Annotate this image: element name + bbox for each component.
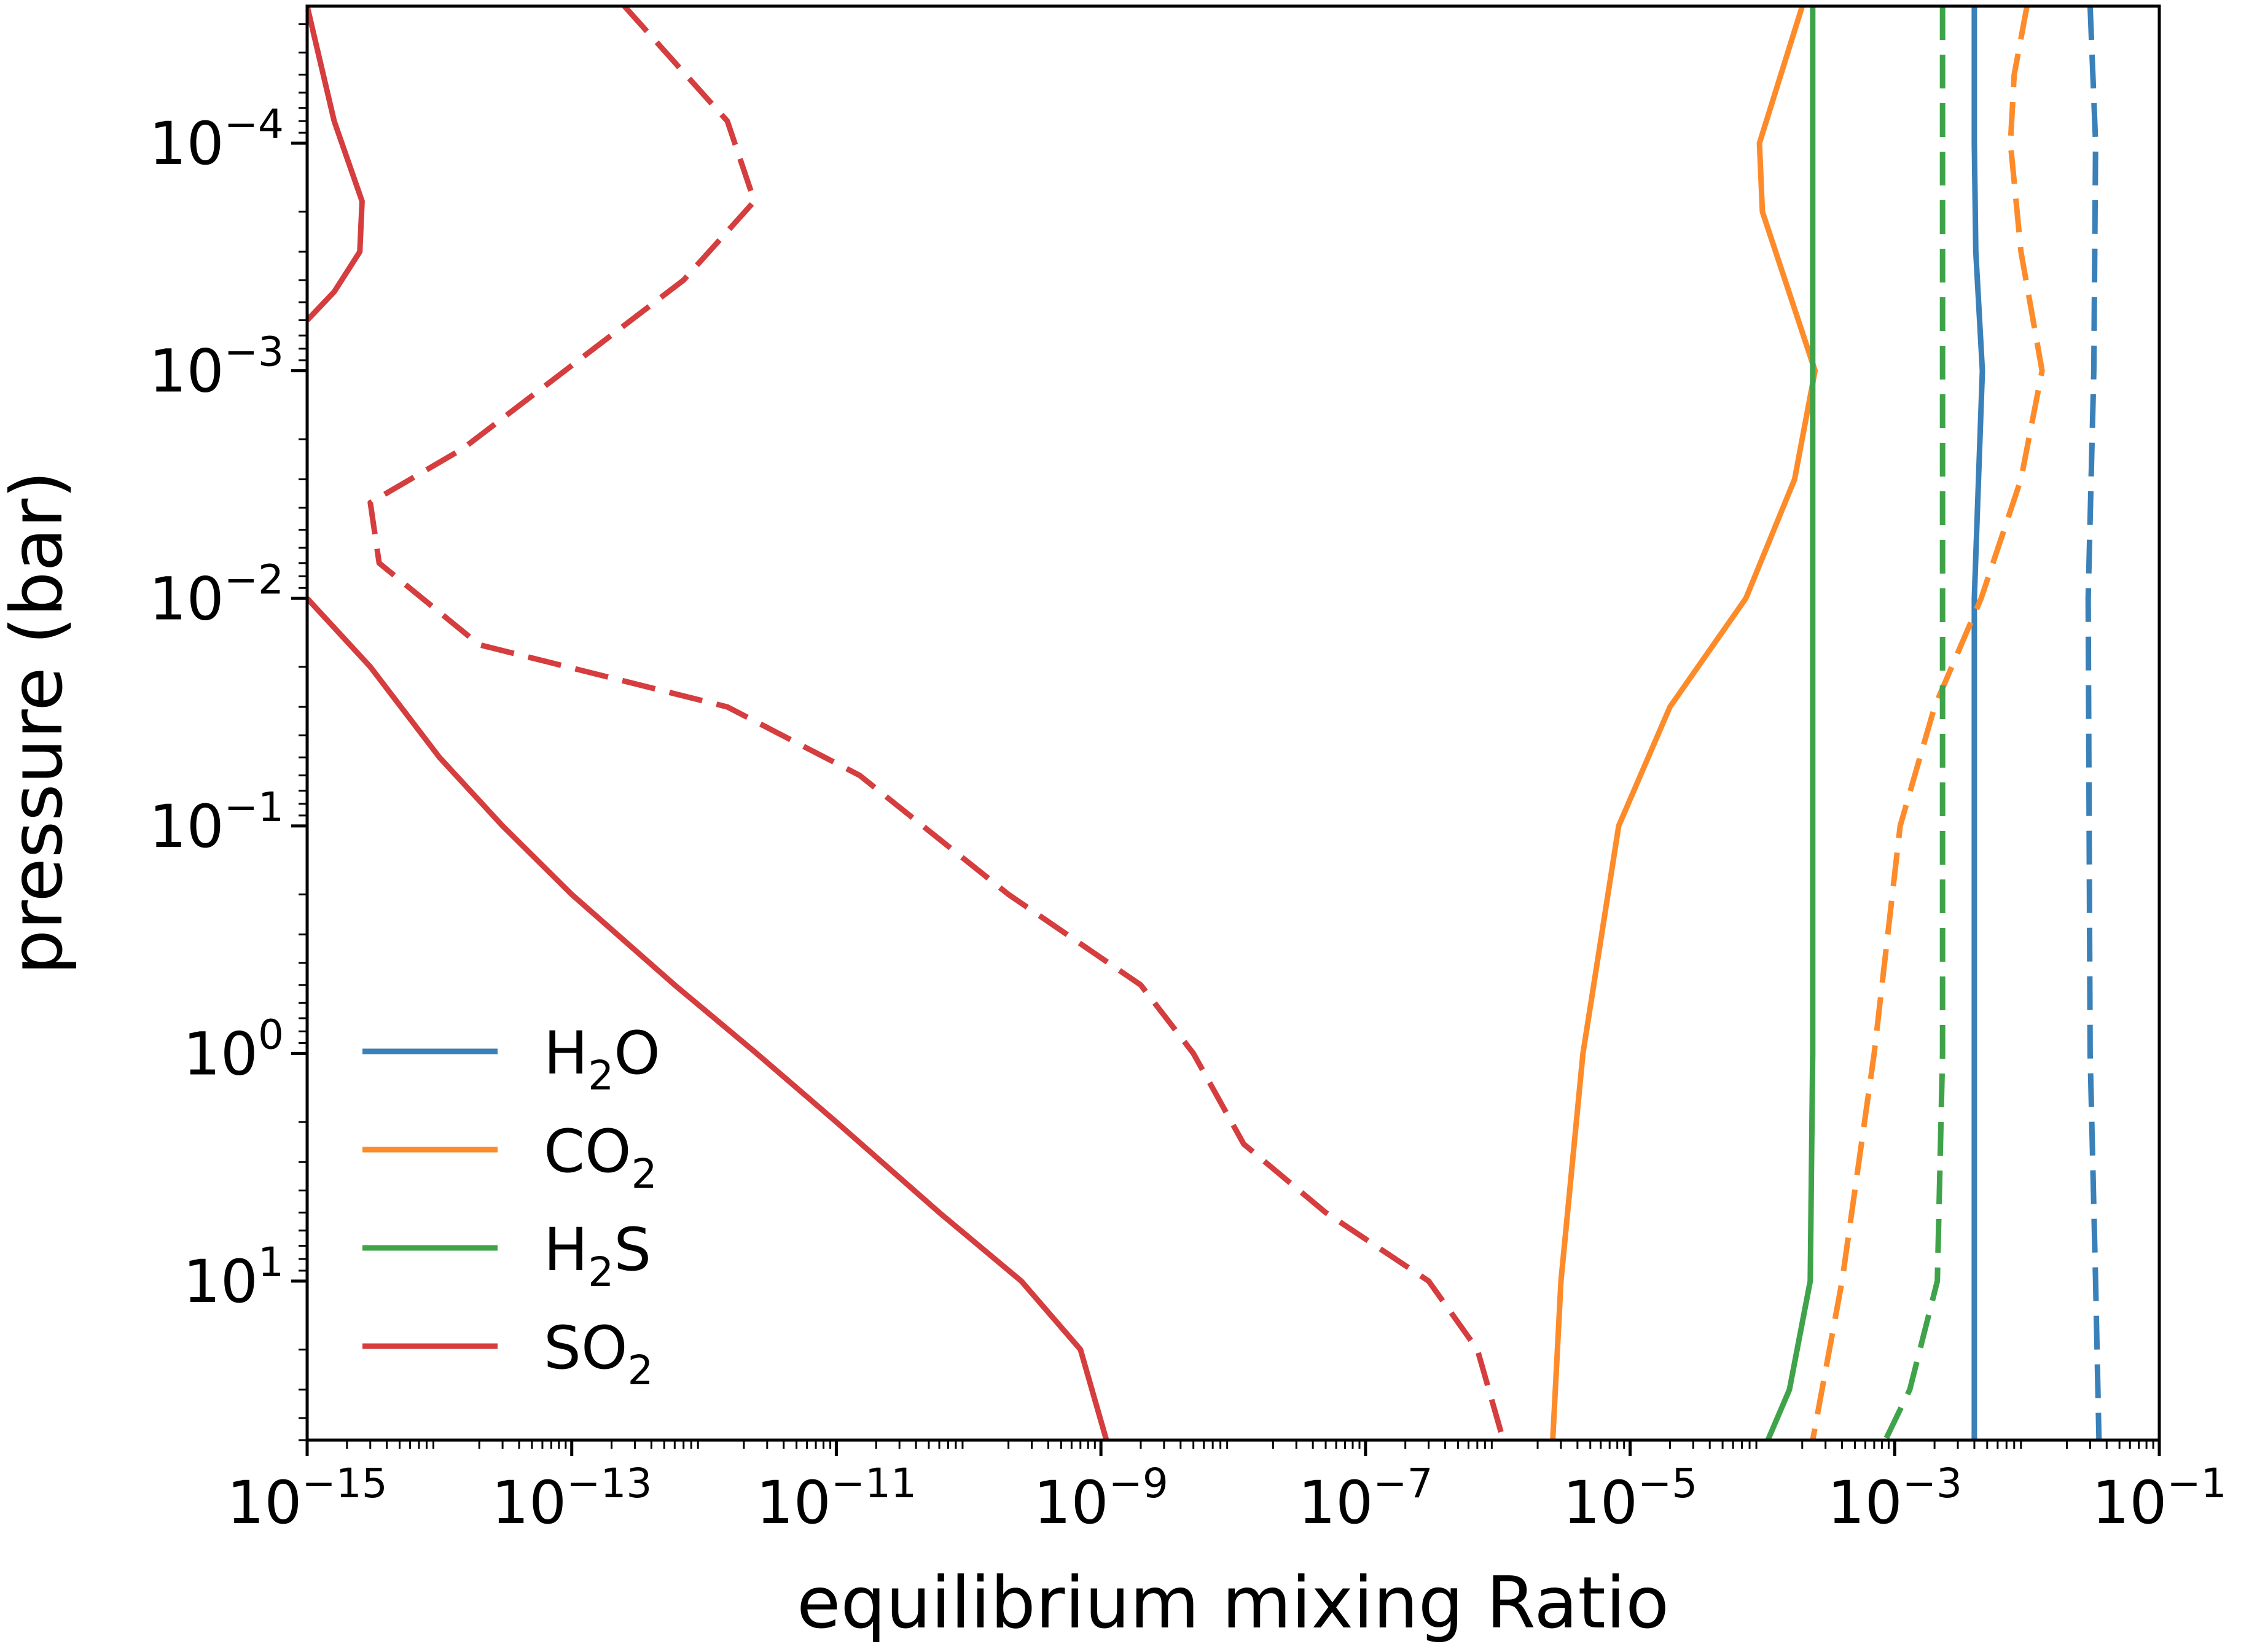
legend-label: H2O	[544, 1019, 660, 1099]
legend: H2O CO2 H2S SO2	[362, 1019, 660, 1394]
x-tick-label: 10−7	[1298, 1460, 1433, 1537]
legend-entry: CO2	[362, 1117, 657, 1198]
series-line-co2-solid-2	[1550, 6, 1818, 1440]
series-line-h2s-solid-4	[1765, 6, 1816, 1440]
legend-entry: SO2	[362, 1314, 654, 1394]
y-axis-label: pressure (bar)	[0, 471, 79, 975]
series-line-co2-dashed-3	[1810, 6, 2045, 1440]
x-axis-label: equilibrium mixing Ratio	[797, 1562, 1669, 1645]
legend-label: SO2	[544, 1314, 654, 1394]
x-tick-label: 10−15	[227, 1460, 387, 1537]
y-tick-label: 10−1	[149, 784, 284, 861]
series-line-h2s-dashed-5	[1883, 6, 1946, 1440]
x-tick-label: 10−1	[2092, 1460, 2226, 1537]
legend-entry: H2S	[362, 1215, 651, 1296]
x-tick-label: 10−3	[1828, 1460, 1962, 1537]
legend-label: H2S	[544, 1215, 651, 1296]
series-line-so2-solid-7	[307, 596, 1109, 1440]
x-axis: 10−15 10−13 10−11 10−9 10−7 10−5 10−3 10−1	[227, 1440, 2227, 1537]
series-line-so2-dashed-8	[367, 6, 1506, 1440]
y-tick-label: 10−2	[149, 556, 284, 633]
plot-frame	[305, 4, 2161, 1442]
y-tick-label: 100	[183, 1011, 284, 1088]
legend-label: CO2	[544, 1117, 657, 1198]
series-line-h2o-dashed-1	[2085, 6, 2102, 1440]
series-line-h2o-solid-0	[1971, 6, 1985, 1440]
x-tick-label: 10−5	[1563, 1460, 1697, 1537]
series-layer	[307, 6, 2102, 1440]
y-tick-label: 10−4	[149, 101, 284, 178]
x-tick-label: 10−9	[1033, 1460, 1168, 1537]
y-tick-label: 10−3	[149, 329, 284, 406]
y-tick-label: 101	[183, 1239, 284, 1316]
legend-entry: H2O	[362, 1019, 660, 1099]
series-line-so2-solid-6	[307, 6, 365, 322]
x-tick-label: 10−13	[491, 1460, 652, 1537]
x-tick-label: 10−11	[756, 1460, 917, 1537]
